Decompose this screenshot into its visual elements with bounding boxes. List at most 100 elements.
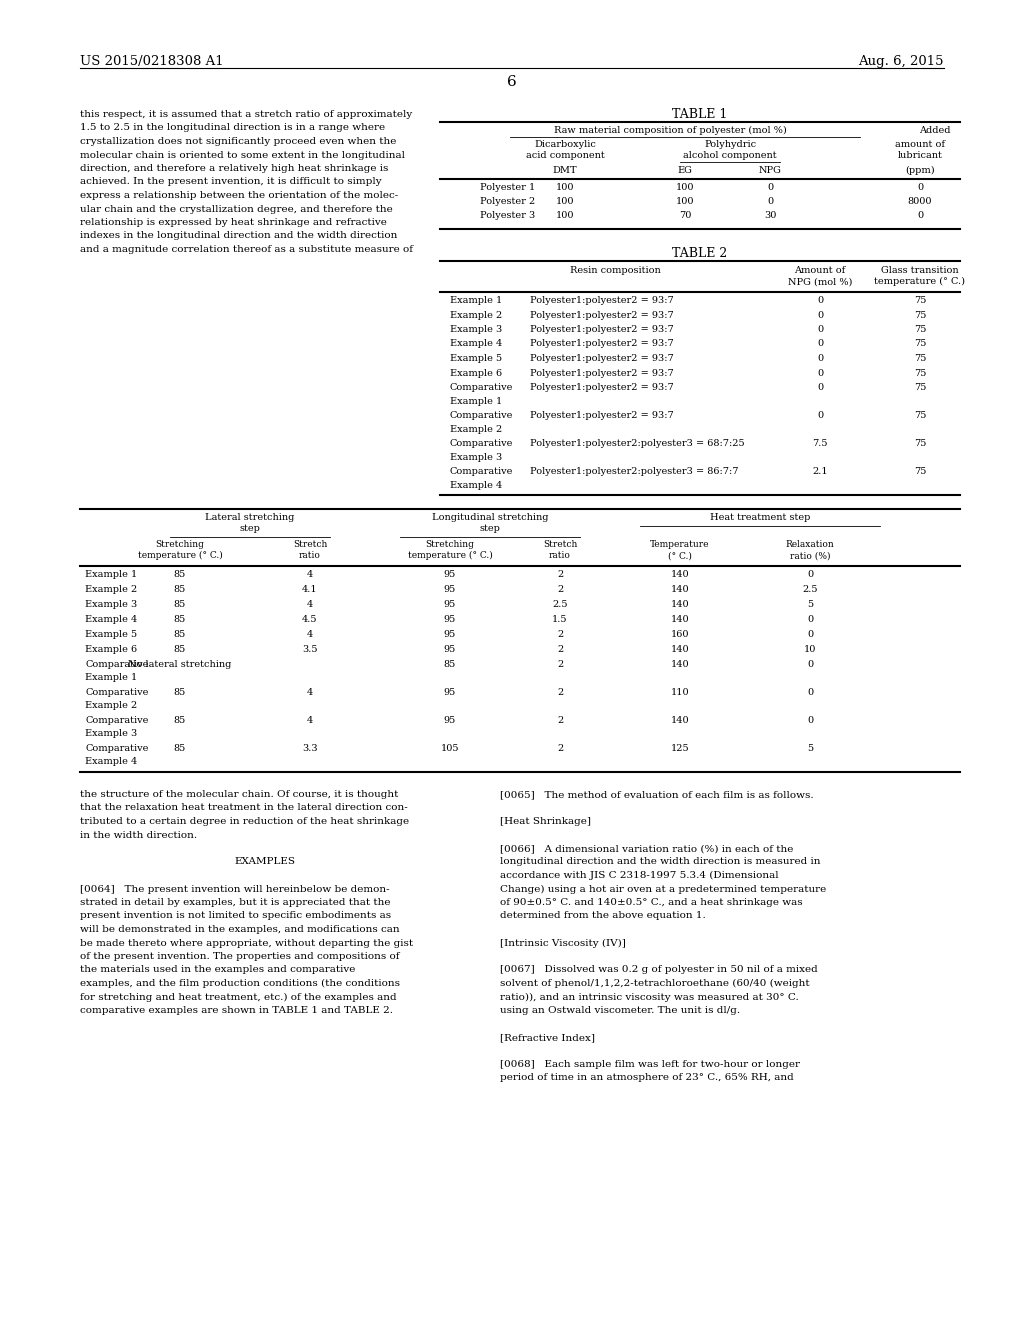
Text: [0064]   The present invention will hereinbelow be demon-: [0064] The present invention will herein… bbox=[80, 884, 389, 894]
Text: Polyester 1: Polyester 1 bbox=[480, 183, 536, 191]
Text: accordance with JIS C 2318-1997 5.3.4 (Dimensional: accordance with JIS C 2318-1997 5.3.4 (D… bbox=[500, 871, 778, 880]
Text: [Refractive Index]: [Refractive Index] bbox=[500, 1034, 595, 1041]
Text: [0068]   Each sample film was left for two-hour or longer: [0068] Each sample film was left for two… bbox=[500, 1060, 800, 1069]
Text: 140: 140 bbox=[671, 601, 689, 609]
Text: 3.3: 3.3 bbox=[302, 744, 317, 752]
Text: Example 2: Example 2 bbox=[450, 310, 502, 319]
Text: Added: Added bbox=[920, 125, 950, 135]
Text: Example 4: Example 4 bbox=[450, 339, 502, 348]
Text: in the width direction.: in the width direction. bbox=[80, 830, 198, 840]
Text: 2: 2 bbox=[557, 630, 563, 639]
Text: determined from the above equation 1.: determined from the above equation 1. bbox=[500, 912, 706, 920]
Text: 100: 100 bbox=[556, 197, 574, 206]
Text: 0: 0 bbox=[807, 688, 813, 697]
Text: 95: 95 bbox=[443, 601, 456, 609]
Text: 6: 6 bbox=[507, 75, 517, 88]
Text: Polyester1:polyester2 = 93:7: Polyester1:polyester2 = 93:7 bbox=[530, 368, 674, 378]
Text: 0: 0 bbox=[817, 296, 823, 305]
Text: 7.5: 7.5 bbox=[812, 440, 827, 447]
Text: Comparative: Comparative bbox=[450, 383, 513, 392]
Text: tributed to a certain degree in reduction of the heat shrinkage: tributed to a certain degree in reductio… bbox=[80, 817, 410, 826]
Text: 0: 0 bbox=[767, 183, 773, 191]
Text: relationship is expressed by heat shrinkage and refractive: relationship is expressed by heat shrink… bbox=[80, 218, 387, 227]
Text: longitudinal direction and the width direction is measured in: longitudinal direction and the width dir… bbox=[500, 858, 820, 866]
Text: 160: 160 bbox=[671, 630, 689, 639]
Text: 140: 140 bbox=[671, 715, 689, 725]
Text: 75: 75 bbox=[913, 467, 926, 477]
Text: Example 5: Example 5 bbox=[450, 354, 502, 363]
Text: 5: 5 bbox=[807, 601, 813, 609]
Text: 85: 85 bbox=[174, 585, 186, 594]
Text: 2: 2 bbox=[557, 688, 563, 697]
Text: Stretching
temperature (° C.): Stretching temperature (° C.) bbox=[408, 540, 493, 560]
Text: 2: 2 bbox=[557, 744, 563, 752]
Text: 110: 110 bbox=[671, 688, 689, 697]
Text: 75: 75 bbox=[913, 383, 926, 392]
Text: 0: 0 bbox=[817, 325, 823, 334]
Text: period of time in an atmosphere of 23° C., 65% RH, and: period of time in an atmosphere of 23° C… bbox=[500, 1073, 794, 1082]
Text: Example 6: Example 6 bbox=[450, 368, 502, 378]
Text: Dicarboxylic
acid component: Dicarboxylic acid component bbox=[525, 140, 604, 160]
Text: Relaxation
ratio (%): Relaxation ratio (%) bbox=[785, 540, 835, 560]
Text: Example 2: Example 2 bbox=[450, 425, 502, 433]
Text: 0: 0 bbox=[916, 183, 923, 191]
Text: Polyester1:polyester2 = 93:7: Polyester1:polyester2 = 93:7 bbox=[530, 383, 674, 392]
Text: 85: 85 bbox=[174, 688, 186, 697]
Text: 75: 75 bbox=[913, 339, 926, 348]
Text: Example 4: Example 4 bbox=[85, 756, 137, 766]
Text: 30: 30 bbox=[764, 211, 776, 220]
Text: Example 1: Example 1 bbox=[85, 673, 137, 682]
Text: 85: 85 bbox=[174, 645, 186, 653]
Text: [0065]   The method of evaluation of each film is as follows.: [0065] The method of evaluation of each … bbox=[500, 789, 814, 799]
Text: ular chain and the crystallization degree, and therefore the: ular chain and the crystallization degre… bbox=[80, 205, 393, 214]
Text: 85: 85 bbox=[443, 660, 456, 669]
Text: 140: 140 bbox=[671, 570, 689, 579]
Text: 95: 95 bbox=[443, 630, 456, 639]
Text: 75: 75 bbox=[913, 296, 926, 305]
Text: 85: 85 bbox=[174, 601, 186, 609]
Text: Amount of
NPG (mol %): Amount of NPG (mol %) bbox=[787, 267, 852, 286]
Text: 1.5: 1.5 bbox=[552, 615, 567, 624]
Text: Polyester1:polyester2 = 93:7: Polyester1:polyester2 = 93:7 bbox=[530, 411, 674, 420]
Text: Example 1: Example 1 bbox=[85, 570, 137, 579]
Text: indexes in the longitudinal direction and the width direction: indexes in the longitudinal direction an… bbox=[80, 231, 397, 240]
Text: crystallization does not significantly proceed even when the: crystallization does not significantly p… bbox=[80, 137, 396, 147]
Text: Lateral stretching
step: Lateral stretching step bbox=[206, 513, 295, 533]
Text: Example 1: Example 1 bbox=[450, 396, 502, 405]
Text: achieved. In the present invention, it is difficult to simply: achieved. In the present invention, it i… bbox=[80, 177, 382, 186]
Text: 100: 100 bbox=[676, 183, 694, 191]
Text: Polyester1:polyester2 = 93:7: Polyester1:polyester2 = 93:7 bbox=[530, 296, 674, 305]
Text: Polyester1:polyester2 = 93:7: Polyester1:polyester2 = 93:7 bbox=[530, 325, 674, 334]
Text: and a magnitude correlation thereof as a substitute measure of: and a magnitude correlation thereof as a… bbox=[80, 246, 413, 253]
Text: Example 4: Example 4 bbox=[450, 480, 502, 490]
Text: EG: EG bbox=[678, 166, 692, 176]
Text: Example 3: Example 3 bbox=[85, 601, 137, 609]
Text: 75: 75 bbox=[913, 440, 926, 447]
Text: Heat treatment step: Heat treatment step bbox=[710, 513, 810, 521]
Text: ratio)), and an intrinsic viscosity was measured at 30° C.: ratio)), and an intrinsic viscosity was … bbox=[500, 993, 799, 1002]
Text: 125: 125 bbox=[671, 744, 689, 752]
Text: 0: 0 bbox=[817, 383, 823, 392]
Text: 8000: 8000 bbox=[907, 197, 932, 206]
Text: molecular chain is oriented to some extent in the longitudinal: molecular chain is oriented to some exte… bbox=[80, 150, 406, 160]
Text: 140: 140 bbox=[671, 660, 689, 669]
Text: 2: 2 bbox=[557, 660, 563, 669]
Text: 100: 100 bbox=[556, 211, 574, 220]
Text: No lateral stretching: No lateral stretching bbox=[128, 660, 231, 669]
Text: for stretching and heat treatment, etc.) of the examples and: for stretching and heat treatment, etc.)… bbox=[80, 993, 396, 1002]
Text: 85: 85 bbox=[174, 630, 186, 639]
Text: 75: 75 bbox=[913, 325, 926, 334]
Text: Temperature
(° C.): Temperature (° C.) bbox=[650, 540, 710, 560]
Text: 5: 5 bbox=[807, 744, 813, 752]
Text: Polyester1:polyester2:polyester3 = 86:7:7: Polyester1:polyester2:polyester3 = 86:7:… bbox=[530, 467, 738, 477]
Text: be made thereto where appropriate, without departing the gist: be made thereto where appropriate, witho… bbox=[80, 939, 413, 948]
Text: Resin composition: Resin composition bbox=[570, 267, 660, 275]
Text: Stretch
ratio: Stretch ratio bbox=[293, 540, 328, 560]
Text: 0: 0 bbox=[817, 339, 823, 348]
Text: Polyester1:polyester2:polyester3 = 68:7:25: Polyester1:polyester2:polyester3 = 68:7:… bbox=[530, 440, 744, 447]
Text: Example 5: Example 5 bbox=[85, 630, 137, 639]
Text: 2: 2 bbox=[557, 585, 563, 594]
Text: Polyester 2: Polyester 2 bbox=[480, 197, 536, 206]
Text: 2: 2 bbox=[557, 570, 563, 579]
Text: Polyester1:polyester2 = 93:7: Polyester1:polyester2 = 93:7 bbox=[530, 310, 674, 319]
